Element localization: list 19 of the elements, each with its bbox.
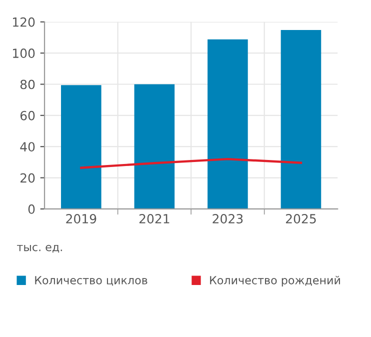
x-tick-label: 2025 (286, 214, 316, 224)
legend-label: Количество циклов (35, 276, 148, 286)
y-tick-label: 80 (20, 80, 35, 90)
x-tick-label: 2021 (139, 214, 170, 224)
text: тыс. ед. (17, 244, 62, 253)
line-series (80, 158, 302, 169)
y-tick-label: 100 (13, 48, 35, 58)
bar (280, 30, 322, 209)
y-tick-label: 0 (28, 204, 35, 214)
x-tick-label: 2023 (212, 214, 243, 224)
y-tick-label: 20 (20, 173, 35, 183)
bar (134, 84, 175, 209)
y-tick-label: 40 (20, 142, 35, 152)
y-tick-label: 120 (13, 17, 35, 27)
legend-label: Количество рождений (210, 276, 340, 287)
y-tick-label: 60 (20, 110, 35, 120)
bar (208, 39, 248, 209)
x-tick-label: 2019 (66, 214, 96, 224)
bar (61, 85, 102, 209)
